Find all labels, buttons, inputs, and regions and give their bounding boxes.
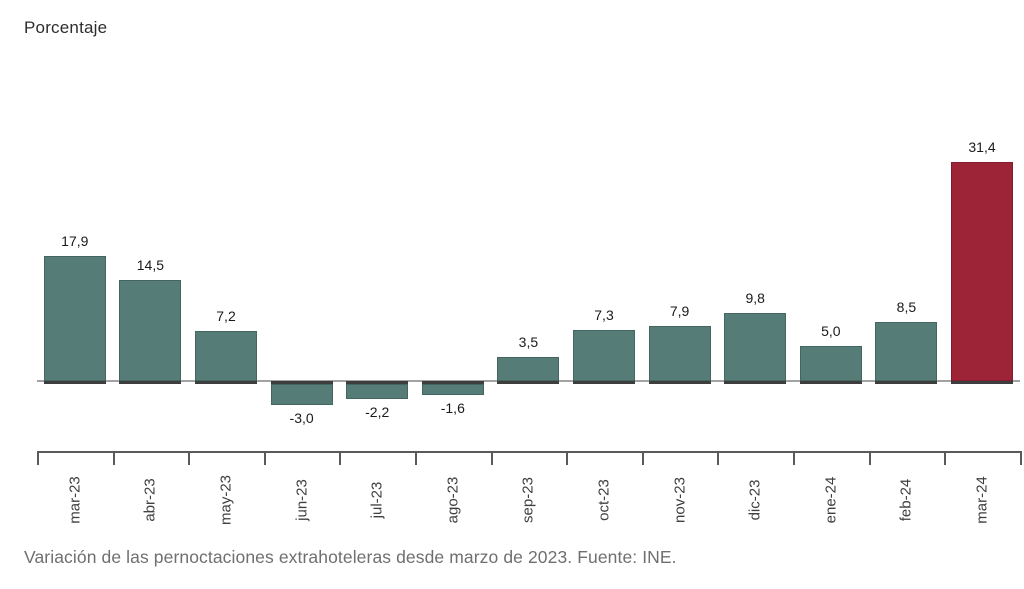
value-label-dic-23: 9,8 bbox=[745, 289, 765, 306]
value-label-sep-23: 3,5 bbox=[518, 333, 539, 350]
bar-abr-23 bbox=[119, 279, 182, 384]
x-tick-label-may-23: may-23 bbox=[217, 474, 235, 526]
bar-jun-23 bbox=[270, 381, 333, 405]
axis-tick bbox=[566, 451, 569, 465]
axis-tick bbox=[717, 451, 720, 465]
x-tick-label-jun-23: jun-23 bbox=[293, 479, 311, 521]
x-tick-label-jul-23: jul-23 bbox=[368, 481, 386, 519]
axis-tick bbox=[263, 451, 266, 465]
chart-title: Porcentaje bbox=[24, 18, 108, 37]
x-tick-label-feb-24: feb-24 bbox=[897, 478, 915, 522]
axis-tick bbox=[944, 451, 947, 465]
axis-tick bbox=[793, 451, 795, 465]
axis-tick bbox=[868, 451, 871, 465]
axis-tick bbox=[1019, 451, 1022, 465]
axis-tick bbox=[112, 451, 115, 465]
x-tick-label-mar-23: mar-23 bbox=[66, 476, 84, 524]
value-label-feb-24: 8,5 bbox=[896, 298, 917, 315]
chart-caption: Variación de las pernoctaciones extrahot… bbox=[24, 547, 677, 567]
bar-ago-23 bbox=[421, 381, 484, 396]
bar-ene-24 bbox=[799, 346, 862, 384]
bar-jul-23 bbox=[346, 381, 409, 400]
x-tick-label-abr-23: abr-23 bbox=[141, 478, 159, 522]
axis-tick bbox=[415, 451, 417, 465]
axis-tick bbox=[37, 451, 39, 465]
x-tick-label-mar-24: mar-24 bbox=[973, 476, 991, 524]
axis-tick bbox=[490, 451, 493, 465]
bar-sep-23 bbox=[497, 356, 560, 384]
axis-tick bbox=[339, 451, 342, 465]
x-axis-line bbox=[37, 451, 1022, 453]
x-tick-label-dic-23: dic-23 bbox=[746, 479, 764, 521]
value-label-ene-24: 5,0 bbox=[821, 323, 841, 340]
bar-mar-24 bbox=[951, 162, 1013, 384]
value-label-mar-23: 17,9 bbox=[61, 233, 89, 250]
x-tick-label-nov-23: nov-23 bbox=[671, 477, 689, 523]
value-label-may-23: 7,2 bbox=[216, 307, 236, 324]
value-label-jun-23: -3,0 bbox=[289, 409, 314, 426]
axis-tick bbox=[641, 451, 644, 465]
bar-feb-24 bbox=[875, 321, 938, 384]
value-label-jul-23: -2,2 bbox=[365, 404, 390, 421]
x-tick-label-oct-23: oct-23 bbox=[595, 479, 613, 521]
value-label-abr-23: 14,5 bbox=[136, 256, 165, 273]
bar-oct-23 bbox=[573, 330, 635, 384]
value-label-mar-24: 31,4 bbox=[968, 139, 996, 156]
value-label-oct-23: 7,3 bbox=[594, 307, 614, 324]
bar-mar-23 bbox=[43, 256, 106, 384]
bar-may-23 bbox=[195, 330, 257, 384]
x-tick-label-sep-23: sep-23 bbox=[519, 477, 537, 523]
axis-tick bbox=[188, 451, 191, 465]
value-label-ago-23: -1,6 bbox=[440, 400, 465, 417]
bar-nov-23 bbox=[648, 325, 711, 384]
x-tick-label-ene-24: ene-24 bbox=[822, 476, 840, 524]
x-tick-label-ago-23: ago-23 bbox=[444, 476, 462, 524]
value-label-nov-23: 7,9 bbox=[669, 302, 690, 319]
bar-dic-23 bbox=[724, 312, 787, 384]
